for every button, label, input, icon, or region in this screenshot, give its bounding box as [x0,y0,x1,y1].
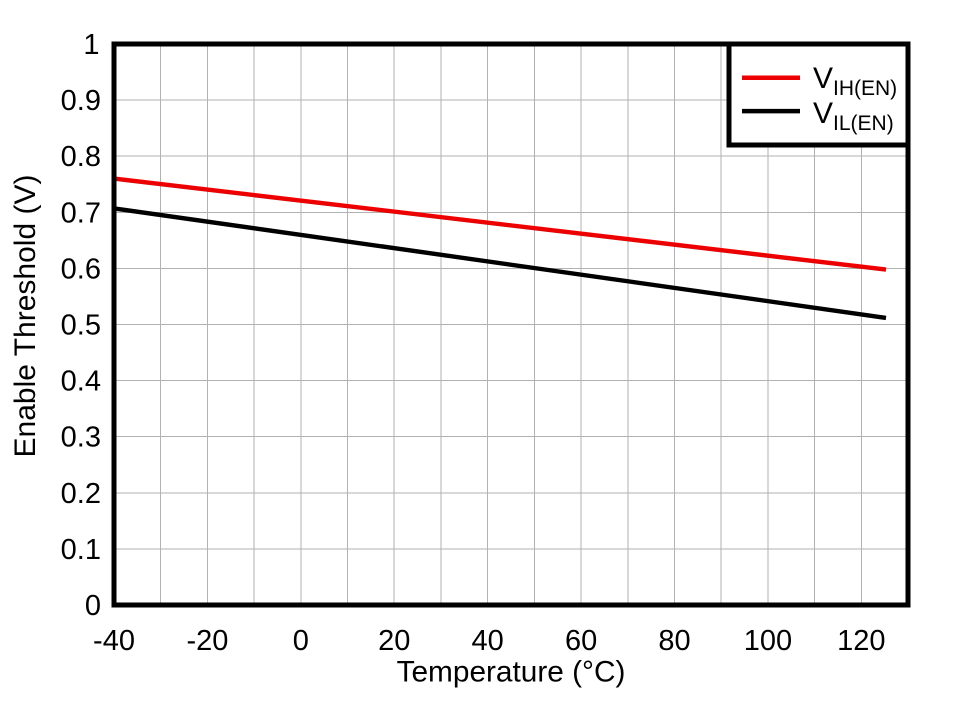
svg-text:0.4: 0.4 [61,366,101,398]
svg-text:0.3: 0.3 [61,422,101,454]
svg-text:120: 120 [837,625,885,657]
svg-text:-40: -40 [93,625,135,657]
svg-text:0: 0 [85,590,101,622]
svg-text:80: 80 [658,625,690,657]
svg-text:20: 20 [378,625,410,657]
svg-text:0: 0 [293,625,309,657]
svg-text:-20: -20 [186,625,228,657]
svg-text:Temperature (°C): Temperature (°C) [397,656,626,689]
svg-text:0.7: 0.7 [61,197,101,229]
svg-text:0.9: 0.9 [61,85,101,117]
svg-text:100: 100 [744,625,792,657]
svg-text:0.2: 0.2 [61,478,101,510]
svg-text:0.8: 0.8 [61,141,101,173]
svg-text:Enable Threshold (V): Enable Threshold (V) [9,175,42,458]
svg-text:40: 40 [471,625,503,657]
svg-text:1: 1 [83,29,99,61]
svg-text:0.1: 0.1 [61,534,101,566]
svg-text:0.6: 0.6 [61,253,101,285]
svg-text:0.5: 0.5 [61,310,101,342]
svg-text:60: 60 [565,625,597,657]
